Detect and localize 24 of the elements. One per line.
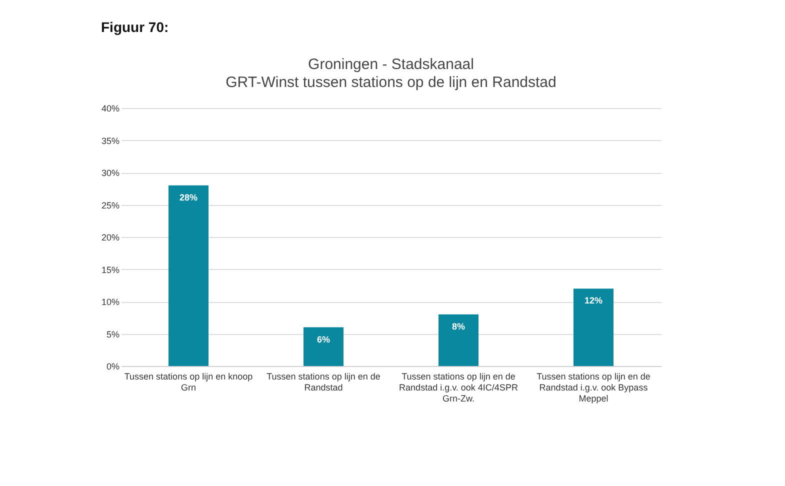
bar [168,185,208,366]
y-tick-label: 30% [101,168,120,178]
text: Figuur 70: [101,19,169,35]
x-tick-label: Tussen stations op lijn en de Randstad i.g.v. ook 4IC/4SPR Grn-Zw. [399,372,518,404]
data-label: 6% [316,334,330,344]
chart-subtitle: GRT-Winst tussen stations op de lijn en Randstad [226,74,556,91]
x-tick-label: Tussen stations op lijn en de Randstad [266,372,380,392]
data-label: 12% [584,296,603,306]
y-tick-label: 10% [101,297,120,307]
chart-title: Groningen - Stadskanaal [308,56,474,73]
y-tick-label: 15% [101,264,120,275]
bar [438,314,478,366]
y-tick-label: 5% [106,329,120,340]
bar [574,288,614,366]
y-tick-label: 25% [101,200,120,210]
y-tick-label: 35% [101,136,120,146]
bar [304,327,344,366]
y-tick-label: 0% [106,362,120,372]
x-tick-label: Tussen stations op lijn en knoop Grn [124,372,253,392]
y-tick-label: 40% [101,104,120,114]
x-tick-label: Tussen stations op lijn en de Randstad i.g.v. ook Bypass Meppel [536,372,650,404]
y-tick-label: 20% [101,232,120,242]
data-label: 28% [179,192,198,202]
data-label: 8% [452,321,466,332]
